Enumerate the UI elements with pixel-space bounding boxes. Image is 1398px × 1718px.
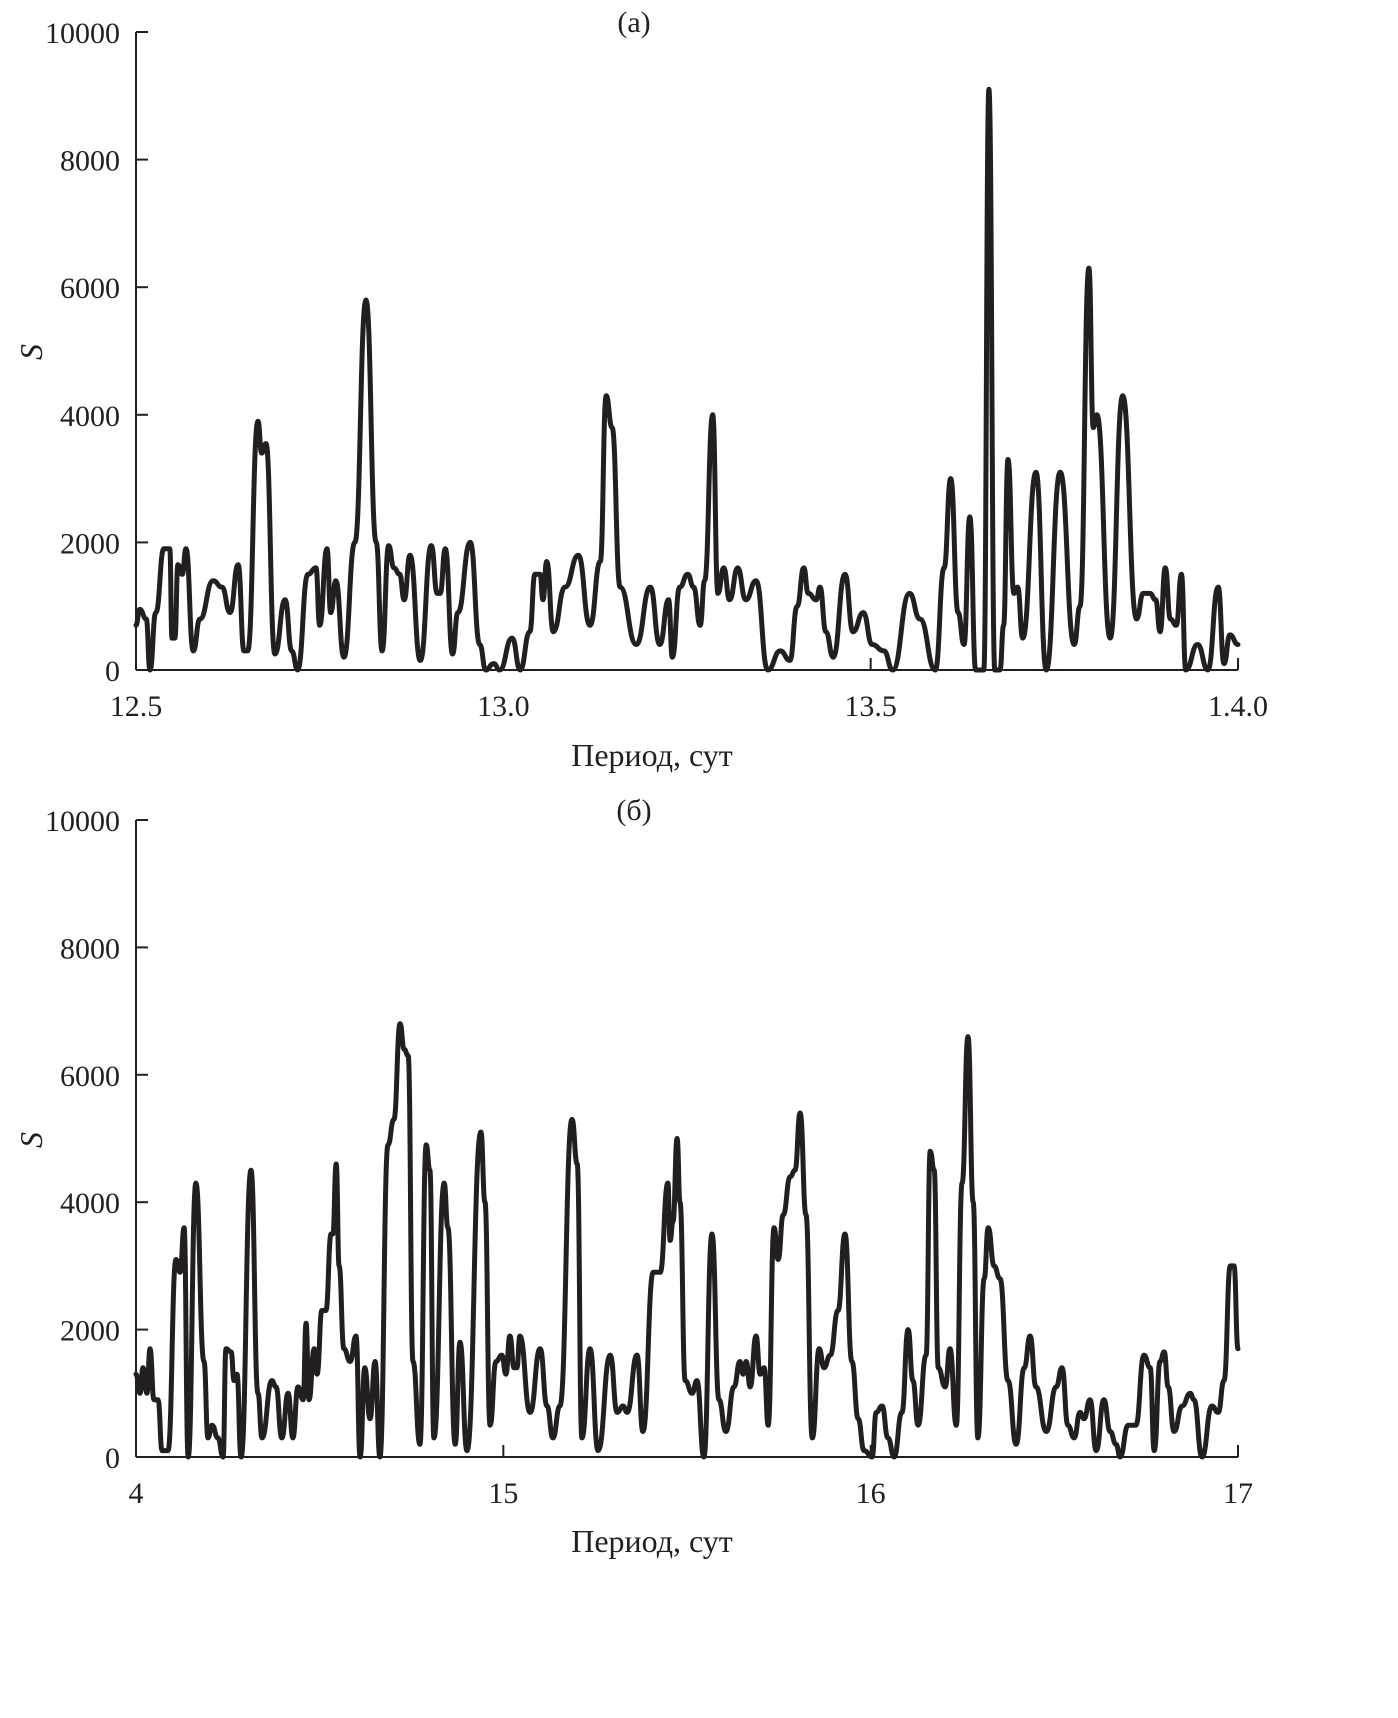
- y-tick-label: 8000: [60, 932, 120, 965]
- y-tick-label: 10000: [45, 17, 120, 50]
- x-tick-label: 17: [1223, 1477, 1253, 1510]
- spectrum-line: [133, 86, 1241, 673]
- x-tick-label: 15: [488, 1477, 518, 1510]
- x-tick-label: 13.0: [477, 690, 530, 723]
- y-tick-label: 2000: [60, 1315, 120, 1348]
- panel-a: (а) S Период, сут 0 2000 4000 6000 8000 10000…: [13, 6, 1268, 773]
- x-tick-label: 13.5: [844, 690, 897, 723]
- y-tick-label: 8000: [60, 145, 120, 178]
- y-tick-label: 0: [105, 655, 120, 688]
- panel-b-title: (б): [616, 794, 651, 827]
- panel-b-y-label: S: [13, 1132, 49, 1148]
- panel-a-y-label: S: [13, 344, 49, 360]
- panel-b-x-label: Период, сут: [571, 1523, 733, 1559]
- x-tick-label: 4: [129, 1477, 144, 1510]
- spectrum-line: [133, 1021, 1241, 1460]
- y-tick-label: 10000: [45, 805, 120, 838]
- panel-b: (б) S Период, сут 0 2000 4000 6000 8000 10000…: [13, 794, 1253, 1559]
- y-tick-label: 4000: [60, 1187, 120, 1220]
- panel-a-title: (а): [617, 6, 650, 39]
- x-tick-label: 1.4.0: [1208, 690, 1268, 723]
- y-tick-label: 6000: [60, 1060, 120, 1093]
- x-tick-label: 16: [856, 1477, 886, 1510]
- x-tick-label: 12.5: [110, 690, 163, 723]
- y-tick-label: 2000: [60, 527, 120, 560]
- y-tick-label: 6000: [60, 272, 120, 305]
- y-tick-label: 4000: [60, 400, 120, 433]
- panel-a-x-label: Период, сут: [571, 737, 733, 773]
- y-tick-label: 0: [105, 1442, 120, 1475]
